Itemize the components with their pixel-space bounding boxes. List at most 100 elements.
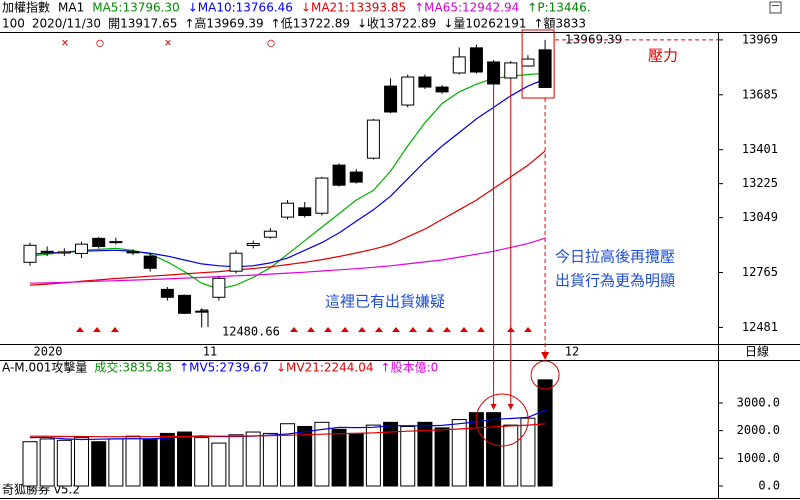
candle-body <box>418 76 432 88</box>
highlight-circle <box>475 393 529 447</box>
highlight-box <box>521 29 555 99</box>
candle-body <box>504 62 518 79</box>
header-item: ↑P:13446. <box>527 1 590 15</box>
candle-body <box>212 277 226 298</box>
candle-body <box>40 250 54 253</box>
candle-body <box>384 85 398 113</box>
frame <box>0 32 800 499</box>
highlight-circle <box>530 360 560 390</box>
candle-body <box>109 241 123 244</box>
volume-header-item: ↑股本億:0 <box>381 361 439 375</box>
volume-bar <box>383 421 399 487</box>
volume-bar <box>39 438 55 487</box>
candle-body <box>332 164 346 186</box>
candle-body <box>315 177 329 214</box>
volume-bar <box>365 424 381 487</box>
volume-bar <box>22 441 38 487</box>
y-tick-label: 12481 <box>742 320 778 334</box>
header-item: MA5:13796.30 <box>92 1 180 15</box>
y-tick-label: 2000.0 <box>737 423 780 437</box>
volume-bar <box>434 427 450 487</box>
note-mid: 這裡已有出貨嫌疑 <box>325 293 445 311</box>
arrow-head <box>541 352 550 360</box>
candle-body <box>263 230 277 238</box>
volume-header-item: 成交:3835.83 <box>94 360 172 375</box>
candle-body <box>521 58 535 67</box>
pressure-label: 壓力 <box>648 47 678 65</box>
volume-bar <box>194 437 210 487</box>
candle-body <box>349 171 363 183</box>
volume-bar <box>177 431 193 487</box>
ma-line <box>29 78 546 268</box>
candle-body <box>452 56 466 74</box>
header-item: 100 <box>2 17 25 31</box>
candle-body <box>366 119 380 159</box>
period-name: 日線 <box>745 344 769 359</box>
volume-bar <box>159 432 175 487</box>
y-tick-label: 13969 <box>742 32 778 46</box>
arrow-head <box>507 404 514 410</box>
ma-line <box>29 150 546 286</box>
volume-bar <box>228 434 244 487</box>
candle-body <box>92 237 106 247</box>
ma-line <box>29 237 546 284</box>
volume-bar <box>91 441 107 487</box>
volume-bar <box>486 412 502 487</box>
volume-bar <box>125 435 141 487</box>
x-period-label: 2020 <box>34 345 63 359</box>
candle-body <box>469 47 483 73</box>
volume-bar <box>451 419 467 487</box>
header-item: 加權指數 <box>2 0 50 15</box>
volume-bar <box>503 424 519 487</box>
y-tick-label: 12765 <box>742 265 778 279</box>
volume-bar <box>211 442 227 487</box>
volume-bar <box>74 437 90 487</box>
volume-bar <box>280 423 296 487</box>
candle-body <box>229 252 243 272</box>
candle-body <box>23 244 37 263</box>
candle-body <box>75 243 89 254</box>
volume-bar <box>262 432 278 487</box>
header-item: MA1 <box>58 1 84 15</box>
volume-bar <box>56 439 72 487</box>
candle-body <box>160 288 174 298</box>
low-label: 12480.66 <box>222 325 280 339</box>
candle-body <box>401 76 415 106</box>
header-item: ↑低13722.89 <box>271 17 350 31</box>
y-tick-label: 13049 <box>742 210 778 224</box>
volume-header-item: ↑MV5:2739.67 <box>179 361 269 375</box>
volume-bar <box>245 431 261 487</box>
top-mark: ○ <box>267 36 274 50</box>
candle-body <box>538 49 552 88</box>
ma-line <box>29 72 546 290</box>
volume-bar <box>417 421 433 487</box>
ma-line <box>30 423 546 438</box>
header-item: ↑高13969.39 <box>184 16 263 31</box>
volume-bar <box>348 432 364 487</box>
header-item: 開13917.65 <box>108 17 177 31</box>
y-tick-label: 0.0 <box>758 479 780 493</box>
header-item: ↓MA10:13766.46 <box>188 1 293 15</box>
volume-bar <box>331 428 347 487</box>
header-item: ↓收13722.89 <box>357 17 436 31</box>
top-mark: × <box>61 36 68 50</box>
candle-body <box>487 61 501 85</box>
window-icon[interactable] <box>769 1 782 14</box>
volume-bar <box>297 425 313 487</box>
volume-bar <box>520 417 536 487</box>
note-right: 出貨行為更為明顯 <box>555 272 675 290</box>
volume-header-item: ↓MV21:2244.04 <box>276 361 374 375</box>
header-item: ↓量10262191 <box>443 17 526 31</box>
y-tick-label: 3000.0 <box>737 395 780 409</box>
volume-header-item: A-M.001攻擊量 <box>2 360 87 375</box>
y-tick-label: 13685 <box>742 87 778 101</box>
candle-body <box>281 202 295 218</box>
header-item: 2020/11/30 <box>32 17 101 31</box>
header-item: ↑MA65:12942.94 <box>414 1 519 15</box>
y-tick-label: 13225 <box>742 176 778 190</box>
volume-bar <box>314 421 330 487</box>
candle-body <box>126 251 140 254</box>
volume-bar <box>537 379 553 487</box>
candle-body <box>178 294 192 314</box>
